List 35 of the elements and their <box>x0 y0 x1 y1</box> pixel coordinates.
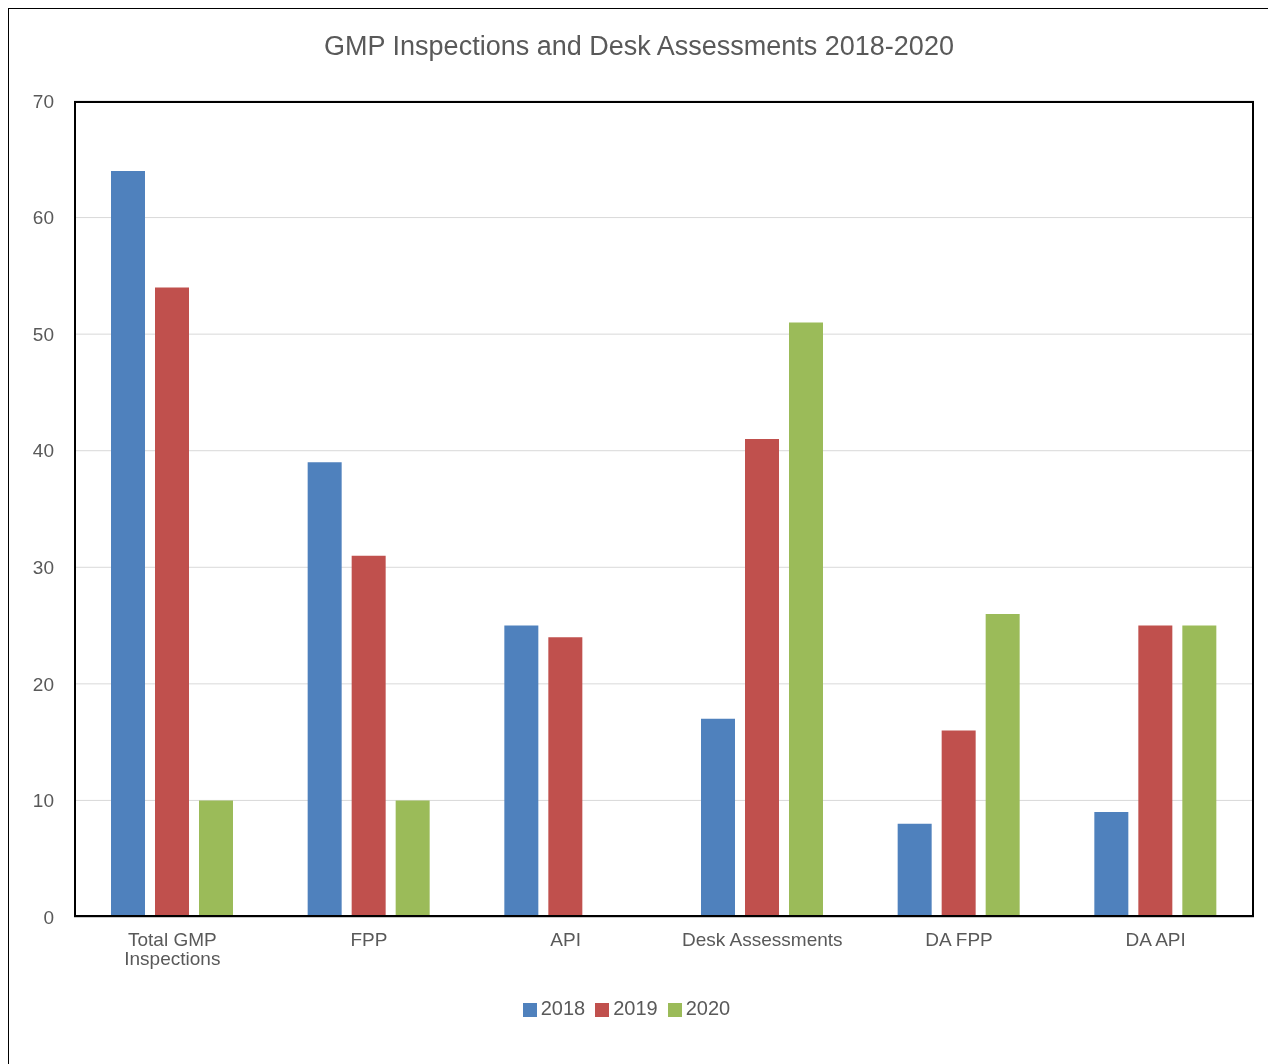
bar <box>1138 625 1173 917</box>
bar <box>745 439 779 917</box>
x-tick-label: Total GMP Inspections <box>124 929 221 970</box>
chart-title: GMP Inspections and Desk Assessments 2018-2020 <box>323 31 955 62</box>
bar <box>504 625 539 917</box>
bar <box>307 462 342 917</box>
legend-label: 2018 <box>540 997 586 1019</box>
bar <box>395 800 430 917</box>
x-tick-label: DA API <box>1125 929 1186 951</box>
y-tick-label: 0 <box>43 906 54 928</box>
x-tick-label: FPP <box>350 929 388 951</box>
y-tick-label: 20 <box>32 673 54 695</box>
y-tick-label: 60 <box>32 207 54 229</box>
y-tick-label: 30 <box>32 557 54 579</box>
y-tick-label: 10 <box>32 790 54 812</box>
bar <box>897 823 932 917</box>
bar <box>155 287 189 917</box>
bar <box>701 718 735 917</box>
bar <box>941 730 976 917</box>
y-tick-label: 40 <box>32 440 54 462</box>
x-tick-label: Desk Assessments <box>682 929 843 951</box>
bar <box>111 170 145 917</box>
bar <box>789 322 823 917</box>
legend-label: 2019 <box>613 997 658 1019</box>
legend-label: 2020 <box>685 997 731 1019</box>
bar <box>985 613 1020 917</box>
y-tick-label: 70 <box>32 90 54 112</box>
bar <box>1182 625 1217 917</box>
bar <box>548 637 583 917</box>
x-tick-label: DA FPP <box>925 929 993 951</box>
y-tick-label: 50 <box>32 323 54 345</box>
x-tick-label: API <box>550 929 581 951</box>
bar <box>351 555 386 917</box>
bar <box>1094 812 1129 917</box>
bar <box>199 800 233 917</box>
